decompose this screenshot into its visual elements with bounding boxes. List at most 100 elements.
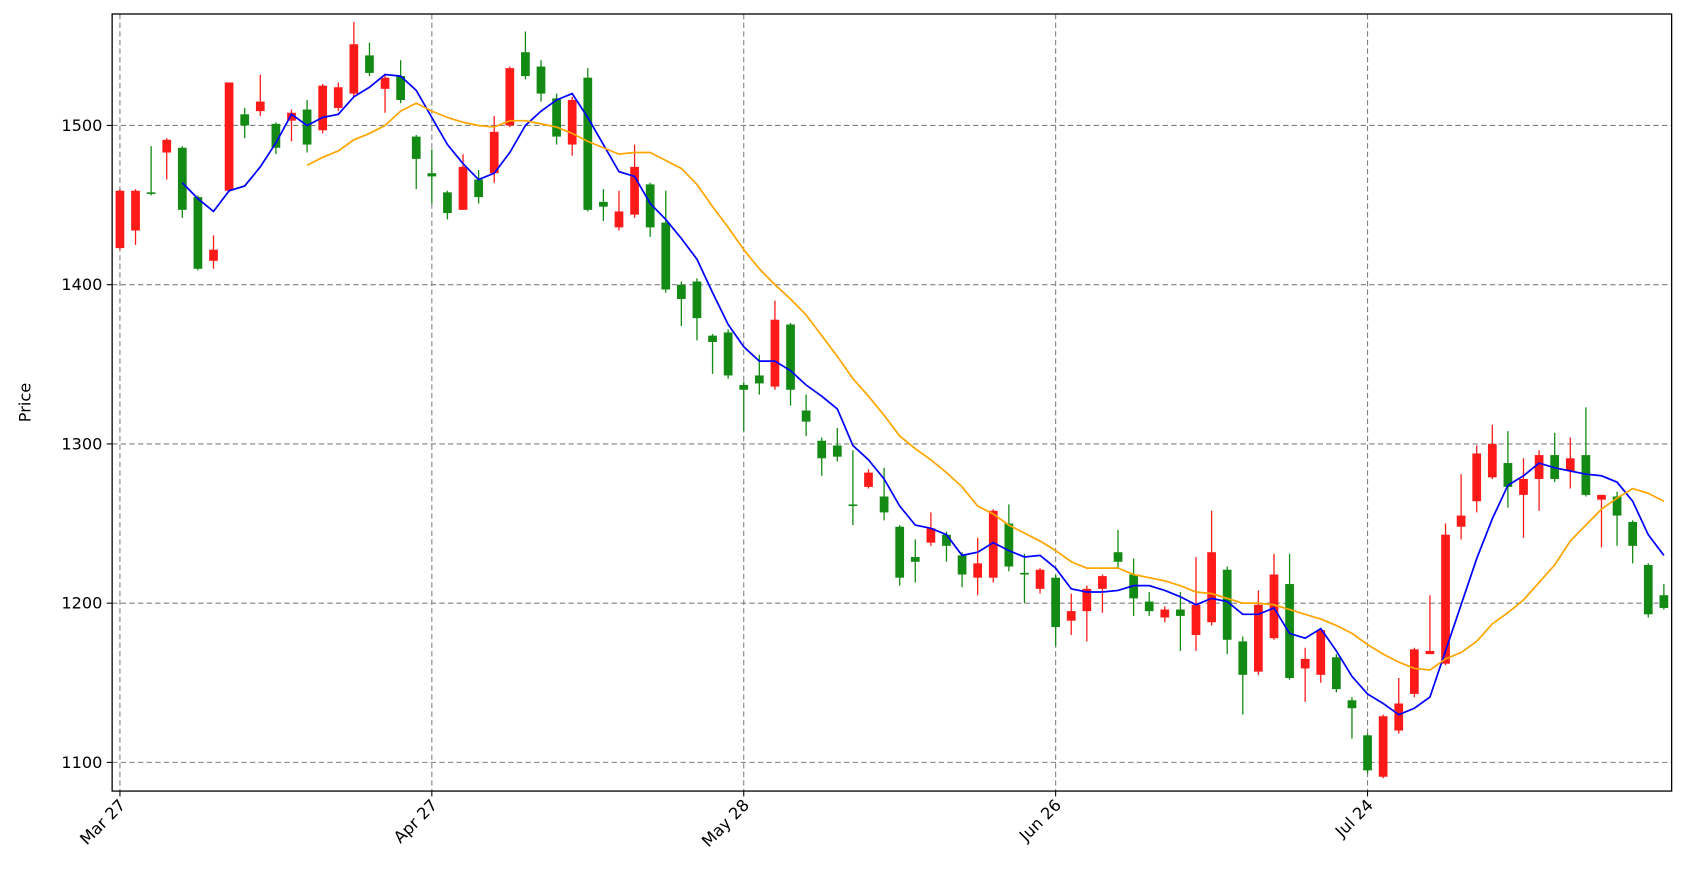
candle-body [115, 190, 125, 249]
candle-body [1628, 521, 1638, 546]
candle-body [1113, 552, 1123, 562]
candle-body [302, 109, 312, 145]
y-tick-label: 1100 [61, 753, 102, 772]
candle-body [1534, 455, 1544, 479]
candle-body [1316, 630, 1326, 675]
candle-body [318, 85, 328, 131]
candle-body [1409, 649, 1419, 694]
y-tick-label: 1400 [61, 275, 102, 294]
candle-body [240, 114, 250, 126]
candle-body [365, 55, 374, 73]
candle-body [224, 82, 234, 191]
candle-body [287, 112, 296, 121]
candle-body [1285, 584, 1294, 679]
candle-body [739, 385, 749, 390]
candle-body [1176, 609, 1185, 616]
candle-body [1472, 453, 1482, 502]
candle-body [723, 332, 733, 376]
candle-body [1082, 588, 1092, 612]
candle-body [474, 179, 483, 198]
candle-body [209, 249, 218, 261]
candle-body [1503, 463, 1513, 487]
candle-body [1144, 601, 1154, 612]
candle-body [1066, 611, 1076, 621]
candle-body [910, 556, 920, 562]
candle-body [988, 510, 998, 578]
candle-body [895, 526, 905, 578]
candle-body [754, 375, 764, 384]
candle-body [333, 87, 343, 108]
candle-body [1300, 658, 1310, 669]
plot-frame [111, 13, 1673, 792]
candle-body [146, 192, 156, 194]
candle-body [1363, 735, 1372, 771]
candle-body [1020, 572, 1029, 575]
y-tick-label: 1500 [61, 116, 102, 135]
candle-body [1394, 703, 1404, 731]
candle-body [708, 335, 717, 343]
candle-body [536, 66, 546, 94]
candle-body [599, 201, 608, 207]
moving-average-line [181, 73, 1665, 716]
moving-average-line [306, 102, 1665, 671]
candle-body [505, 68, 515, 126]
candle-body [786, 324, 795, 390]
candle-body [1347, 700, 1357, 709]
candle-body [1238, 641, 1248, 675]
candle-body [1612, 496, 1622, 516]
candle-body [630, 166, 639, 215]
candle-body [255, 101, 265, 112]
candle-body [1191, 604, 1201, 636]
candle-body [567, 99, 577, 145]
candle-body [1207, 552, 1216, 623]
candle-body [645, 184, 655, 228]
candle-body [848, 504, 858, 507]
candle-body [583, 77, 593, 210]
candle-body [1035, 569, 1045, 589]
candle-body [614, 211, 624, 228]
candle-body [458, 166, 468, 210]
candle-body [552, 98, 561, 137]
candle-body [926, 528, 936, 543]
y-axis-label: Price [15, 383, 34, 422]
candle-body [349, 44, 359, 94]
candle-body [521, 52, 530, 77]
candle-body [411, 136, 421, 159]
candle-body [832, 445, 842, 457]
candle-body [427, 173, 437, 177]
candle-body [1565, 458, 1575, 471]
candle-body [443, 192, 452, 214]
candle-body [271, 123, 281, 148]
candle-body [1425, 650, 1435, 655]
candle-body [1160, 609, 1170, 618]
candle-body [1456, 515, 1466, 527]
candle-body [770, 319, 780, 387]
candle-body [1441, 534, 1450, 664]
candle-body [692, 281, 702, 319]
candle-body [817, 440, 827, 459]
candle-body [1269, 574, 1279, 639]
candle-body [1659, 595, 1669, 608]
candle-body [879, 496, 889, 513]
candle-body [942, 534, 951, 546]
candle-body [957, 555, 967, 575]
candle-body [1643, 564, 1653, 615]
candle-body [1004, 523, 1014, 567]
candle-body [177, 147, 187, 210]
candle-body [801, 410, 811, 422]
candle-body [1597, 494, 1606, 500]
candle-body [973, 563, 983, 578]
y-tick-label: 1300 [61, 434, 102, 453]
candle-body [162, 139, 172, 153]
candle-body [193, 197, 203, 269]
candle-body [1519, 478, 1528, 495]
candle-body [1378, 716, 1388, 777]
candle-body [1487, 443, 1497, 478]
candle-body [131, 190, 140, 231]
candle-body [864, 472, 873, 487]
candle-body [1098, 576, 1107, 589]
candle-body [380, 77, 390, 89]
